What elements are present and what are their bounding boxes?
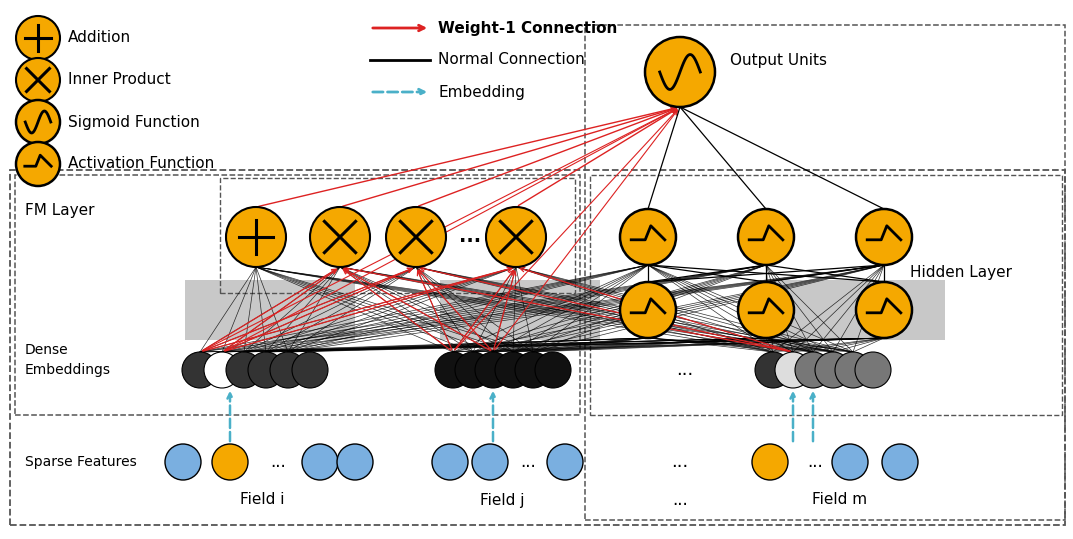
Text: Output Units: Output Units <box>730 52 827 67</box>
Circle shape <box>856 209 912 265</box>
Text: ...: ... <box>807 453 823 471</box>
Bar <box>185 280 355 340</box>
Circle shape <box>815 352 851 388</box>
Circle shape <box>547 444 583 480</box>
Circle shape <box>432 444 468 480</box>
Circle shape <box>795 352 831 388</box>
Circle shape <box>182 352 218 388</box>
Circle shape <box>455 352 491 388</box>
Circle shape <box>270 352 306 388</box>
Circle shape <box>165 444 201 480</box>
Text: ...: ... <box>270 453 285 471</box>
Text: Embedding: Embedding <box>438 85 525 100</box>
Bar <box>590 175 1062 415</box>
Circle shape <box>486 207 546 267</box>
Text: Sigmoid Function: Sigmoid Function <box>68 114 200 129</box>
Circle shape <box>620 282 676 338</box>
Circle shape <box>292 352 328 388</box>
Circle shape <box>16 142 60 186</box>
Circle shape <box>16 100 60 144</box>
Text: Normal Connection: Normal Connection <box>438 52 585 67</box>
Text: FM Layer: FM Layer <box>25 203 94 218</box>
Text: Field i: Field i <box>239 493 284 508</box>
Circle shape <box>855 352 891 388</box>
Text: Hidden Layer: Hidden Layer <box>910 266 1012 280</box>
Circle shape <box>386 207 446 267</box>
Text: ...: ... <box>520 453 535 471</box>
Circle shape <box>475 352 511 388</box>
Text: ...: ... <box>459 227 481 246</box>
Text: Sparse Features: Sparse Features <box>25 455 136 469</box>
Circle shape <box>535 352 571 388</box>
Text: ...: ... <box>672 453 689 471</box>
Circle shape <box>835 352 871 388</box>
Bar <box>220 178 575 293</box>
Circle shape <box>435 352 471 388</box>
Circle shape <box>645 37 715 107</box>
Text: Activation Function: Activation Function <box>68 156 215 171</box>
Circle shape <box>856 282 912 338</box>
Circle shape <box>775 352 811 388</box>
Circle shape <box>515 352 552 388</box>
Circle shape <box>337 444 373 480</box>
Text: Dense
Embeddings: Dense Embeddings <box>25 343 111 377</box>
Circle shape <box>755 352 791 388</box>
Bar <box>760 280 945 340</box>
Bar <box>440 280 600 340</box>
Circle shape <box>832 444 868 480</box>
Circle shape <box>248 352 284 388</box>
Circle shape <box>738 209 794 265</box>
Circle shape <box>302 444 338 480</box>
Circle shape <box>882 444 918 480</box>
Text: Weight-1 Connection: Weight-1 Connection <box>438 20 617 36</box>
Bar <box>15 175 580 415</box>
Circle shape <box>16 58 60 102</box>
Circle shape <box>495 352 531 388</box>
Circle shape <box>472 444 508 480</box>
Text: ...: ... <box>672 491 688 509</box>
Circle shape <box>620 209 676 265</box>
Circle shape <box>212 444 248 480</box>
Circle shape <box>738 282 794 338</box>
Text: Field m: Field m <box>812 493 868 508</box>
Circle shape <box>752 444 788 480</box>
Circle shape <box>204 352 240 388</box>
Text: Field j: Field j <box>480 493 525 508</box>
Bar <box>585 25 1065 520</box>
Bar <box>10 170 1065 525</box>
Circle shape <box>310 207 370 267</box>
Text: ...: ... <box>676 361 693 379</box>
Circle shape <box>226 352 262 388</box>
Circle shape <box>226 207 286 267</box>
Circle shape <box>16 16 60 60</box>
Text: Inner Product: Inner Product <box>68 73 171 87</box>
Text: Addition: Addition <box>68 31 131 45</box>
